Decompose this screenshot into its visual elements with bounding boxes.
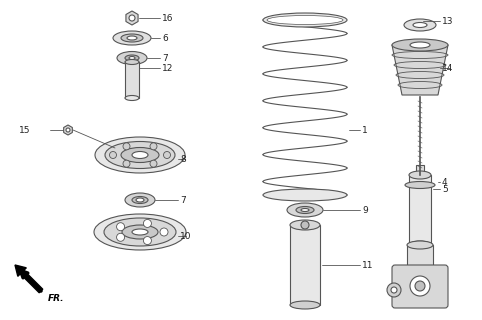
Polygon shape	[392, 45, 448, 95]
Ellipse shape	[405, 181, 435, 188]
Text: 4: 4	[442, 178, 448, 187]
Circle shape	[387, 283, 401, 297]
Circle shape	[109, 151, 117, 158]
Text: 12: 12	[162, 63, 174, 73]
Ellipse shape	[122, 225, 158, 239]
Ellipse shape	[95, 137, 185, 173]
Circle shape	[301, 221, 309, 229]
Circle shape	[117, 223, 124, 231]
Text: 5: 5	[442, 185, 448, 194]
Circle shape	[123, 143, 130, 150]
Text: 8: 8	[180, 155, 186, 164]
Circle shape	[123, 160, 130, 167]
Text: 14: 14	[442, 63, 454, 73]
Circle shape	[117, 233, 124, 241]
Circle shape	[391, 287, 397, 293]
Circle shape	[150, 143, 157, 150]
Circle shape	[144, 236, 151, 244]
Ellipse shape	[404, 19, 436, 31]
Circle shape	[129, 15, 135, 21]
Ellipse shape	[105, 141, 175, 169]
Ellipse shape	[125, 60, 139, 65]
Ellipse shape	[132, 151, 148, 158]
Bar	[125, 62, 139, 98]
Text: 6: 6	[162, 34, 168, 43]
Text: 1: 1	[362, 125, 368, 134]
Text: 15: 15	[18, 125, 30, 134]
Text: 7: 7	[162, 53, 168, 62]
Circle shape	[66, 128, 70, 132]
Text: 7: 7	[180, 196, 186, 204]
Ellipse shape	[121, 34, 143, 42]
Ellipse shape	[132, 196, 148, 204]
Ellipse shape	[113, 31, 151, 45]
Ellipse shape	[410, 42, 430, 48]
Bar	[407, 245, 433, 268]
Ellipse shape	[263, 13, 347, 27]
Ellipse shape	[409, 241, 431, 249]
Ellipse shape	[267, 15, 343, 25]
Circle shape	[160, 228, 168, 236]
Text: 16: 16	[162, 13, 174, 22]
Ellipse shape	[136, 198, 144, 202]
Bar	[416, 165, 424, 185]
Ellipse shape	[407, 241, 433, 249]
Ellipse shape	[127, 36, 137, 40]
Ellipse shape	[290, 220, 320, 230]
Ellipse shape	[409, 171, 431, 179]
Circle shape	[163, 151, 171, 158]
Polygon shape	[64, 125, 72, 135]
FancyBboxPatch shape	[392, 265, 448, 308]
Ellipse shape	[392, 39, 448, 51]
Text: FR.: FR.	[48, 294, 65, 303]
Circle shape	[415, 281, 425, 291]
Text: 13: 13	[442, 17, 454, 26]
FancyArrow shape	[15, 265, 43, 293]
Bar	[409, 175, 431, 245]
Ellipse shape	[413, 22, 427, 28]
Ellipse shape	[296, 206, 314, 213]
Ellipse shape	[301, 209, 309, 212]
Text: 11: 11	[362, 260, 374, 269]
Ellipse shape	[129, 57, 135, 60]
Polygon shape	[126, 11, 138, 25]
Ellipse shape	[125, 193, 155, 207]
Ellipse shape	[132, 229, 148, 235]
Text: 10: 10	[180, 231, 191, 241]
Bar	[290, 225, 320, 305]
Ellipse shape	[121, 148, 159, 163]
Circle shape	[410, 276, 430, 296]
Ellipse shape	[125, 55, 139, 61]
Ellipse shape	[104, 218, 176, 246]
Ellipse shape	[287, 203, 323, 217]
Ellipse shape	[94, 214, 186, 250]
Circle shape	[144, 220, 151, 228]
Ellipse shape	[263, 189, 347, 201]
Text: 9: 9	[362, 205, 368, 214]
Ellipse shape	[125, 95, 139, 100]
Ellipse shape	[290, 301, 320, 309]
Circle shape	[150, 160, 157, 167]
Ellipse shape	[117, 52, 147, 65]
